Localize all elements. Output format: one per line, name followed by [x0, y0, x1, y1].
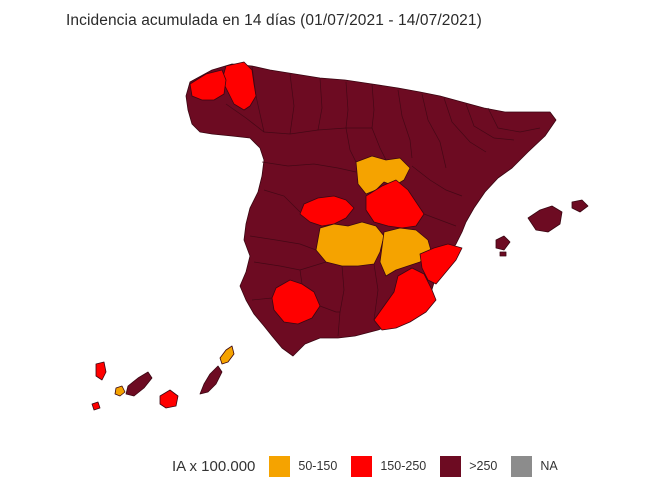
- region-cuenca: [379, 227, 433, 277]
- island-mallorca: [527, 205, 563, 233]
- region-murcia: [373, 267, 437, 331]
- legend-label: 150-250: [380, 459, 427, 473]
- legend-item-over-250: >250: [440, 455, 498, 477]
- legend-swatch: [440, 455, 462, 477]
- legend-swatch: [511, 455, 533, 477]
- island-gran-canaria: [159, 389, 179, 409]
- map-title: Incidencia acumulada en 14 días (01/07/2…: [66, 12, 482, 29]
- region-toledo: [315, 221, 385, 267]
- region-sevilla: [271, 279, 321, 325]
- legend-swatch: [351, 455, 373, 477]
- island-lanzarote: [219, 345, 235, 365]
- island-fuerteventura: [199, 365, 223, 395]
- province-borders: [225, 65, 541, 337]
- region-lugo: [221, 61, 257, 111]
- region-madrid: [365, 179, 425, 229]
- legend-title: IA x 100.000: [172, 457, 256, 475]
- legend-label: NA: [540, 459, 558, 473]
- island-tenerife: [125, 371, 153, 397]
- legend-item-na: NA: [511, 455, 558, 477]
- island-ibiza: [495, 235, 511, 251]
- island-formentera: [499, 251, 507, 257]
- map-legend: IA x 100.000 50-150 150-250 >250 NA: [172, 454, 572, 478]
- legend-label: 50-150: [298, 459, 338, 473]
- island-menorca: [571, 199, 589, 213]
- legend-item-150-250: 150-250: [351, 455, 427, 477]
- island-la-palma: [95, 361, 107, 381]
- legend-label: >250: [469, 459, 498, 473]
- legend-item-50-150: 50-150: [269, 455, 338, 477]
- legend-swatch: [269, 455, 291, 477]
- island-la-gomera: [114, 385, 126, 397]
- region-alicante: [419, 243, 463, 285]
- region-avila: [299, 195, 355, 227]
- region-a-coruna-west: [189, 69, 227, 101]
- island-el-hierro: [91, 401, 101, 411]
